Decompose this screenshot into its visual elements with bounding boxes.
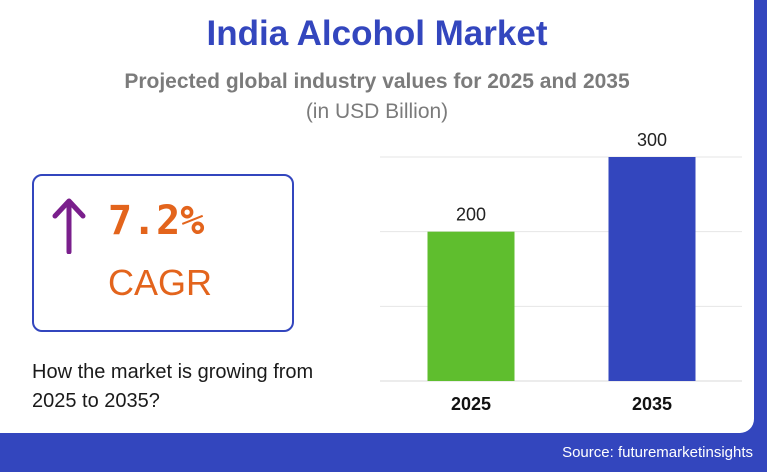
bar-2035 bbox=[608, 157, 696, 381]
page-subtitle: Projected global industry values for 202… bbox=[124, 70, 630, 93]
growth-question: How the market is growing from 2025 to 2… bbox=[32, 361, 314, 412]
cagr-label: CAGR bbox=[108, 262, 213, 303]
page-title: India Alcohol Market bbox=[206, 14, 548, 53]
x-tick-label-2025: 2025 bbox=[451, 394, 491, 414]
bar-chart: 200 2025 300 2035 bbox=[380, 130, 742, 414]
unit-label: (in USD Billion) bbox=[305, 100, 449, 123]
up-arrow-icon bbox=[52, 198, 86, 254]
x-tick-label-2035: 2035 bbox=[632, 394, 672, 414]
infographic-card: India Alcohol Market Projected global in… bbox=[0, 0, 754, 433]
bar-2025 bbox=[427, 231, 515, 381]
source-caption: Source: futuremarketinsights bbox=[562, 444, 753, 461]
cagr-box: 7.2% CAGR bbox=[32, 174, 294, 332]
cagr-value: 7.2% bbox=[108, 198, 205, 244]
data-label-2035: 300 bbox=[637, 130, 667, 150]
data-label-2025: 200 bbox=[456, 205, 486, 225]
